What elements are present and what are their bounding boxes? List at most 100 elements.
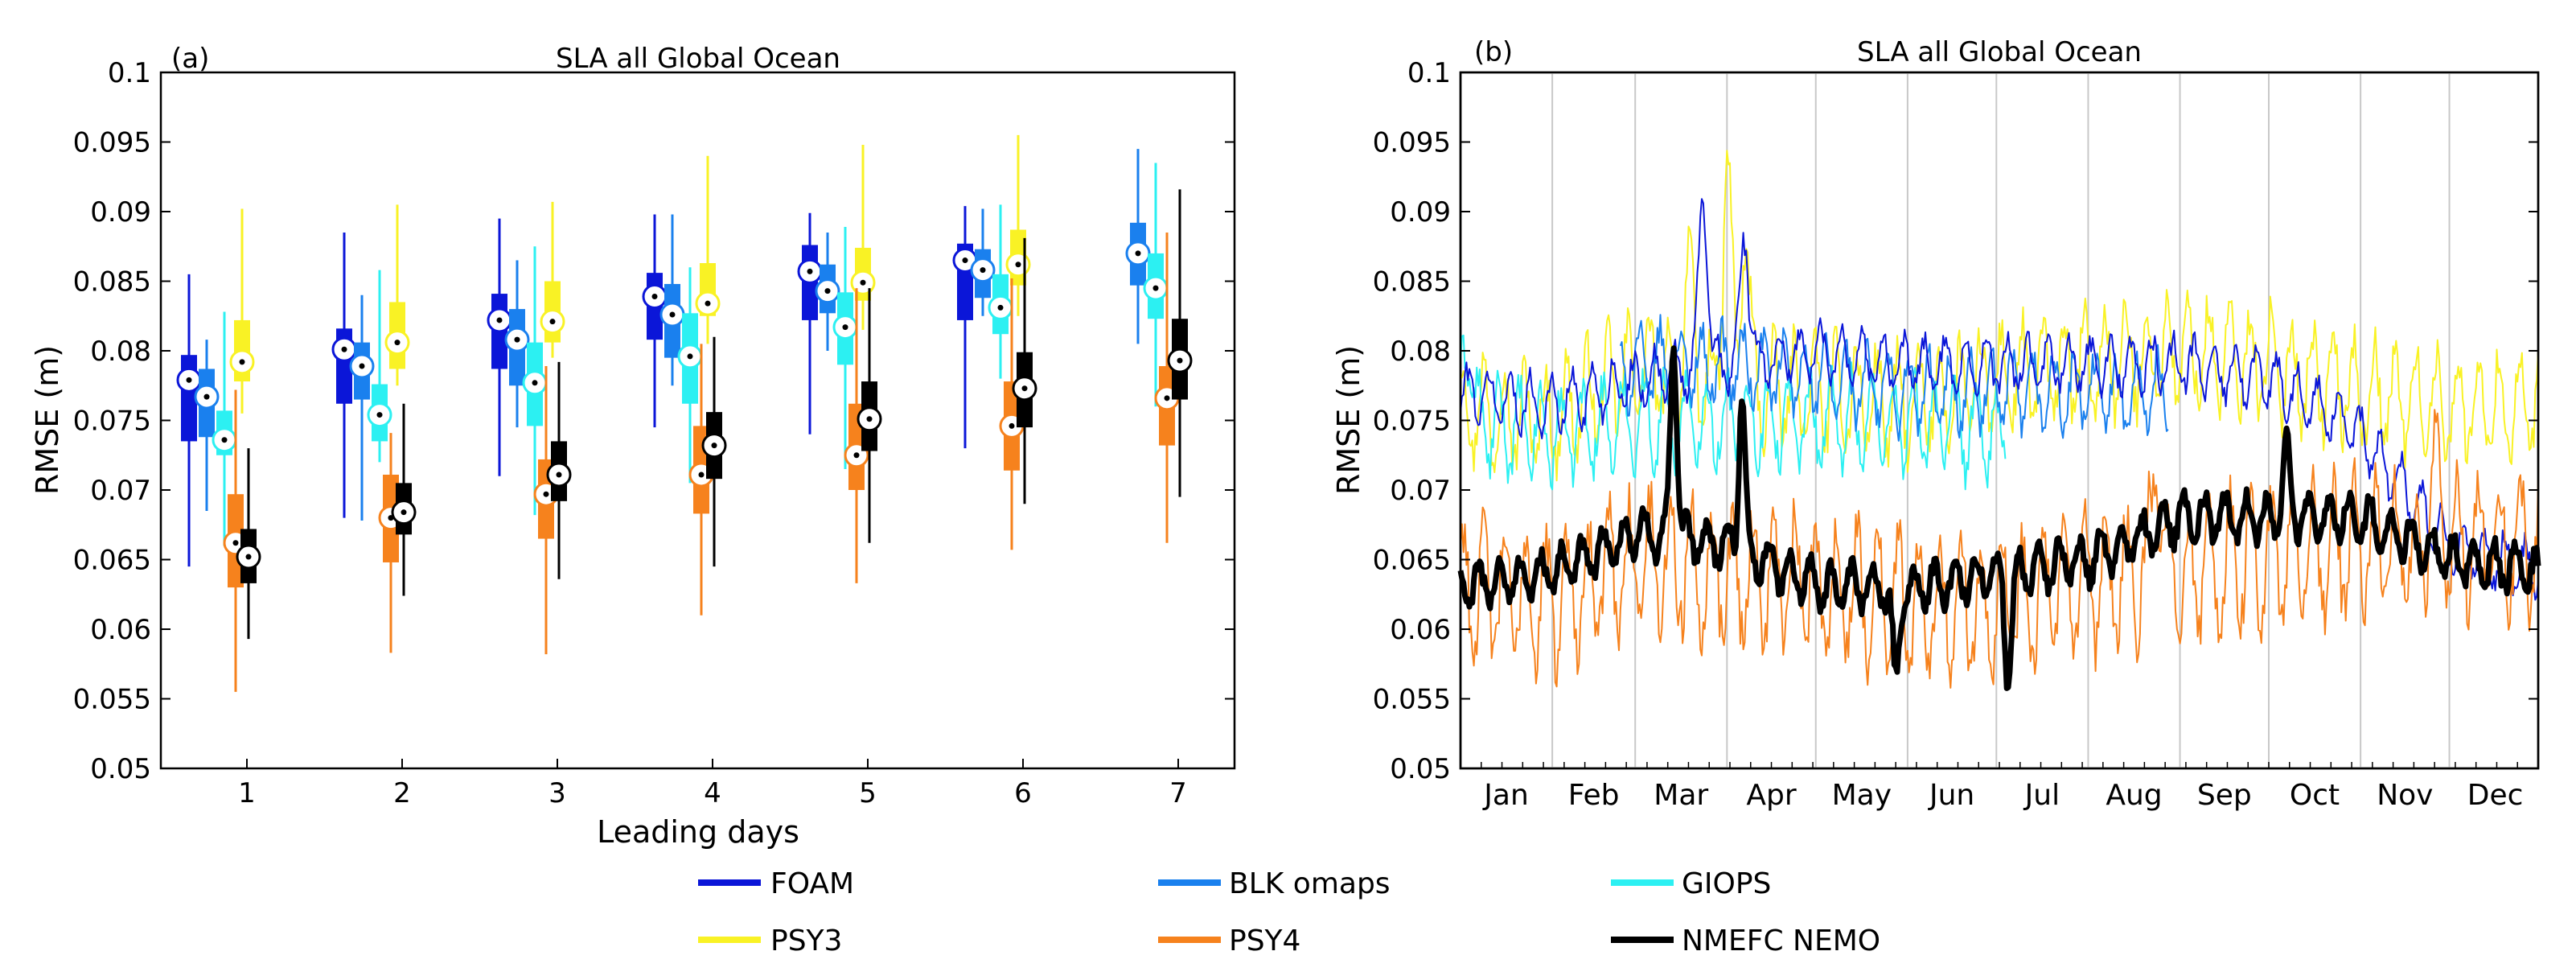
box-foam-day-5 [797, 212, 823, 434]
panel-a-x-label: Leading days [597, 814, 799, 850]
box-median-dot [698, 471, 705, 478]
legend-label-blk-omaps: BLK omaps [1229, 867, 1391, 900]
panel-b-series [1457, 150, 2541, 691]
panel-b-title: SLA all Global Ocean [1857, 36, 2142, 68]
box-median-dot [1135, 250, 1141, 257]
box-median-dot [232, 540, 239, 546]
box-median-dot [980, 267, 986, 274]
panel-a-y-label: RMSE (m) [30, 345, 65, 495]
box-blk-omaps-day-2 [349, 294, 375, 521]
box-foam-day-2 [331, 232, 357, 518]
panel-a-title: SLA all Global Ocean [556, 43, 840, 75]
panel-b-month-grid [1551, 72, 2451, 768]
panel-b-xtick-label: May [1832, 779, 1892, 812]
panel-b-xtick-label: Mar [1654, 779, 1708, 812]
series-line-nmefc-nemo [1457, 345, 2541, 691]
panel-b-plot-area [1459, 71, 2540, 770]
box-median-dot [514, 336, 520, 343]
box-median-dot [842, 324, 848, 331]
panel-a-ytick-label: 0.06 [90, 614, 151, 646]
box-median-dot [186, 377, 192, 383]
box-blk-omaps-day-7 [1125, 149, 1151, 344]
box-median-dot [532, 380, 538, 386]
box-median-dot [359, 363, 365, 369]
panel-b-ytick-label: 0.075 [1373, 406, 1451, 438]
box-median-dot [807, 268, 813, 274]
box-median-dot [705, 300, 711, 307]
panel-b-ytick-label: 0.095 [1373, 127, 1451, 159]
panel-a-ytick-label: 0.05 [90, 753, 151, 785]
panel-b-ytick-label: 0.08 [1390, 336, 1451, 368]
box-median-dot [1152, 285, 1159, 291]
box-nmefc-nemo-day-2 [391, 403, 417, 596]
panel-a-boxes [176, 134, 1193, 692]
panel-b-ytick-label: 0.07 [1390, 475, 1451, 507]
box-blk-omaps-day-5 [815, 232, 840, 351]
panel-b-xtick-label: Dec [2467, 779, 2524, 812]
panel-a-xtick-label: 4 [704, 777, 721, 809]
box-median-dot [669, 311, 676, 318]
box-blk-omaps-day-6 [970, 208, 996, 316]
box-nmefc-nemo-day-5 [857, 288, 882, 543]
legend-label-giops: GIOPS [1682, 867, 1771, 900]
panel-b-ytick-label: 0.06 [1390, 614, 1451, 646]
box-nmefc-nemo-day-4 [701, 336, 727, 567]
box-median-dot [1021, 385, 1028, 392]
box-psy3-day-1 [229, 208, 255, 414]
box-median-dot [1015, 261, 1021, 268]
panel-a-ytick-label: 0.085 [73, 266, 151, 299]
box-psy3-day-2 [384, 204, 410, 386]
panel-b-xtick-label: Aug [2106, 779, 2162, 812]
panel-a-xtick-label: 2 [393, 777, 411, 809]
panel-a-ytick-label: 0.1 [108, 57, 151, 89]
panel-a-xtick-label: 5 [859, 777, 877, 809]
legend: FOAM BLK omaps GIOPS PSY3 PSY4 NMEFC NEM… [698, 867, 1880, 957]
box-nmefc-nemo-day-1 [236, 448, 261, 640]
panel-b-y-label: RMSE (m) [1331, 345, 1366, 495]
panel-a-xtick-label: 7 [1169, 777, 1187, 809]
box-giops-day-3 [522, 246, 548, 516]
panel-a-ytick-label: 0.09 [90, 196, 151, 229]
box-median-dot [997, 304, 1004, 311]
panel-a-y-axis: 0.05 0.055 0.06 0.065 0.07 0.075 0.08 0.085 0.09… [73, 57, 1235, 785]
box-median-dot [687, 353, 693, 360]
box-median-dot [239, 359, 245, 365]
box-foam-day-1 [176, 274, 202, 567]
box-median-dot [401, 509, 407, 516]
panel-a-ytick-label: 0.08 [90, 336, 151, 368]
box-giops-day-2 [367, 270, 392, 463]
box-blk-omaps-day-3 [504, 260, 530, 428]
series-line-giops [1460, 334, 2007, 491]
panel-a-ytick-label: 0.055 [73, 684, 151, 716]
panel-a-x-axis: 1 2 3 4 5 6 7 [238, 759, 1187, 809]
panel-b-ytick-label: 0.085 [1373, 266, 1451, 299]
panel-b-x-axis: Jan Feb Mar Apr May Jun Jul Aug Sep Oct Nov Dec [1460, 762, 2539, 812]
panel-b-xtick-label: Feb [1568, 779, 1620, 812]
box-blk-omaps-day-4 [659, 214, 685, 386]
box-psy3-day-4 [695, 155, 721, 344]
box-foam-day-6 [952, 206, 978, 449]
box-giops-day-6 [988, 204, 1013, 379]
box-foam-day-3 [487, 218, 512, 476]
box-median-dot [1009, 422, 1015, 429]
box-psy3-day-3 [540, 201, 565, 358]
panel-a-ytick-label: 0.095 [73, 127, 151, 159]
box-median-dot [860, 279, 866, 286]
series-line-blk-omaps [1619, 314, 2169, 442]
box-nmefc-nemo-day-7 [1167, 189, 1193, 497]
box-median-dot [853, 452, 860, 459]
panel-b-xtick-label: Apr [1746, 779, 1796, 812]
panel-b-xtick-label: Sep [2197, 779, 2252, 812]
box-nmefc-nemo-day-6 [1012, 237, 1037, 504]
box-giops-day-7 [1143, 163, 1169, 407]
box-median-dot [203, 393, 210, 400]
box-median-dot [651, 294, 658, 300]
panel-b: 0.05 0.055 0.06 0.065 0.07 0.075 0.08 0.085 0.09… [1331, 36, 2541, 812]
box-median-dot [543, 491, 549, 497]
box-median-dot [962, 257, 968, 264]
legend-label-psy4: PSY4 [1229, 924, 1300, 957]
box-median-dot [866, 416, 873, 422]
panel-b-ytick-label: 0.09 [1390, 196, 1451, 229]
box-median-dot [341, 346, 347, 352]
